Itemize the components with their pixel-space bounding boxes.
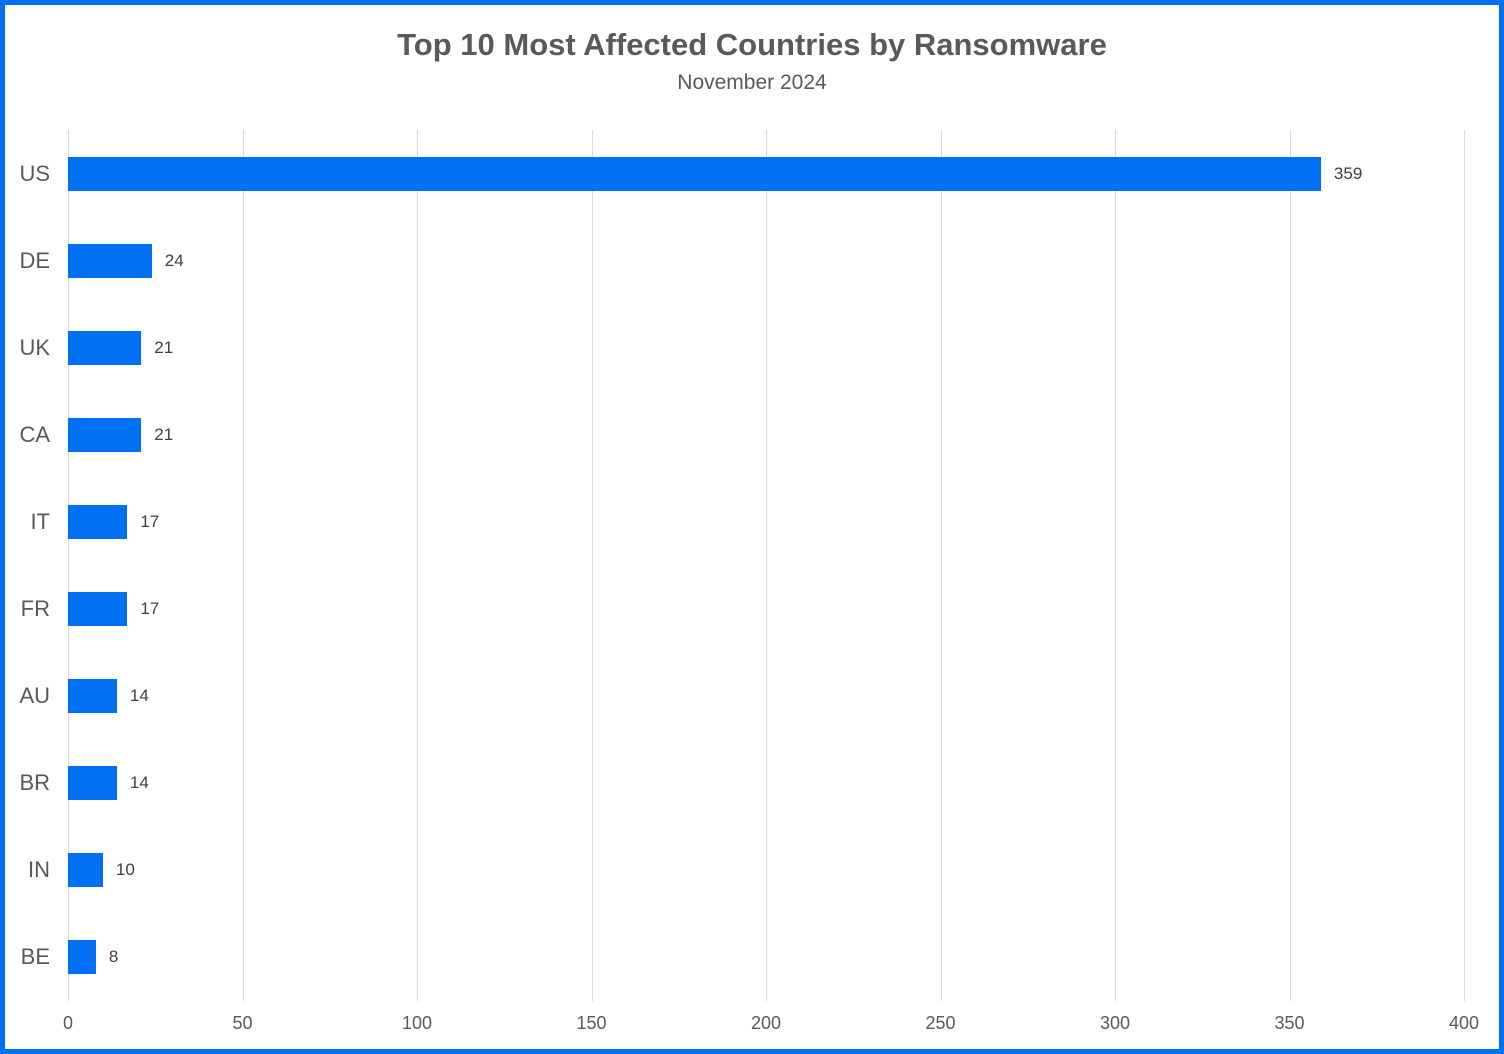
gridline-0 bbox=[68, 130, 69, 1001]
category-label: US bbox=[19, 160, 50, 186]
x-tick-label: 100 bbox=[401, 1013, 433, 1033]
category-label: BR bbox=[19, 770, 50, 796]
bar-row: IT 17 bbox=[30, 478, 1464, 565]
value-label: 359 bbox=[1333, 163, 1363, 183]
value-label: 10 bbox=[115, 860, 135, 880]
bar[interactable] bbox=[68, 766, 117, 801]
plot-area: US 359 DE 24 UK 21 CA 21 IT 17 FR 17 AU 14 BR 14 IN 10 BE 8 bbox=[19, 130, 1465, 1001]
x-tick-label: 400 bbox=[1448, 1013, 1480, 1033]
category-label: UK bbox=[19, 334, 50, 360]
value-label: 24 bbox=[164, 250, 184, 270]
value-label: 21 bbox=[154, 424, 174, 444]
value-label: 17 bbox=[140, 511, 160, 531]
gridline-400 bbox=[1464, 130, 1465, 1001]
bar[interactable] bbox=[68, 592, 128, 627]
bar-row: DE 24 bbox=[19, 217, 1464, 304]
category-label: DE bbox=[19, 247, 50, 273]
bar[interactable] bbox=[68, 156, 1321, 191]
category-label: AU bbox=[19, 683, 50, 709]
bar-row: US 359 bbox=[19, 130, 1464, 217]
bar-row: IN 10 bbox=[28, 827, 1464, 914]
bar-row: FR 17 bbox=[21, 565, 1464, 652]
x-axis: 0 50 100 150 200 250 300 350 400 bbox=[63, 1011, 1479, 1041]
value-label: 17 bbox=[140, 599, 160, 619]
value-label: 14 bbox=[129, 686, 149, 706]
gridline-150 bbox=[591, 130, 593, 1001]
bar-row: UK 21 bbox=[19, 304, 1464, 391]
bar[interactable] bbox=[68, 679, 117, 714]
gridline-100 bbox=[417, 130, 418, 1001]
value-label: 8 bbox=[108, 947, 119, 967]
x-tick-label: 300 bbox=[1099, 1013, 1131, 1033]
bar[interactable] bbox=[68, 940, 96, 975]
x-tick-label: 0 bbox=[62, 1013, 74, 1033]
x-tick-label: 250 bbox=[925, 1013, 956, 1033]
x-tick-label: 350 bbox=[1274, 1013, 1305, 1033]
category-label: IT bbox=[30, 508, 50, 534]
category-label: BE bbox=[20, 944, 50, 970]
bar[interactable] bbox=[68, 417, 142, 452]
bar-row: AU 14 bbox=[19, 653, 1464, 740]
bar[interactable] bbox=[68, 330, 142, 365]
value-label: 21 bbox=[154, 337, 174, 357]
gridline-50 bbox=[242, 130, 244, 1001]
chart-subtitle: November 2024 bbox=[677, 71, 827, 94]
bar[interactable] bbox=[68, 243, 152, 278]
bar-row: BE 8 bbox=[21, 914, 1464, 1001]
category-label: CA bbox=[19, 421, 50, 447]
gridline-350 bbox=[1289, 130, 1291, 1001]
value-label: 14 bbox=[129, 773, 149, 793]
bar-row: BR 14 bbox=[19, 740, 1464, 827]
chart-title: Top 10 Most Affected Countries by Ransom… bbox=[397, 27, 1107, 62]
x-tick-label: 200 bbox=[750, 1013, 782, 1033]
gridline-300 bbox=[1115, 130, 1116, 1001]
gridline-250 bbox=[940, 130, 942, 1001]
bar-row: CA 21 bbox=[19, 391, 1464, 478]
bar[interactable] bbox=[68, 853, 103, 888]
category-label: FR bbox=[20, 596, 50, 622]
x-tick-label: 150 bbox=[576, 1013, 607, 1033]
bar[interactable] bbox=[68, 504, 128, 539]
category-label: IN bbox=[28, 857, 50, 883]
x-tick-label: 50 bbox=[232, 1013, 253, 1033]
gridline-200 bbox=[766, 130, 767, 1001]
bar-rows: US 359 DE 24 UK 21 CA 21 IT 17 FR 17 AU 14 BR 14 IN 10 BE 8 bbox=[19, 130, 1464, 1001]
